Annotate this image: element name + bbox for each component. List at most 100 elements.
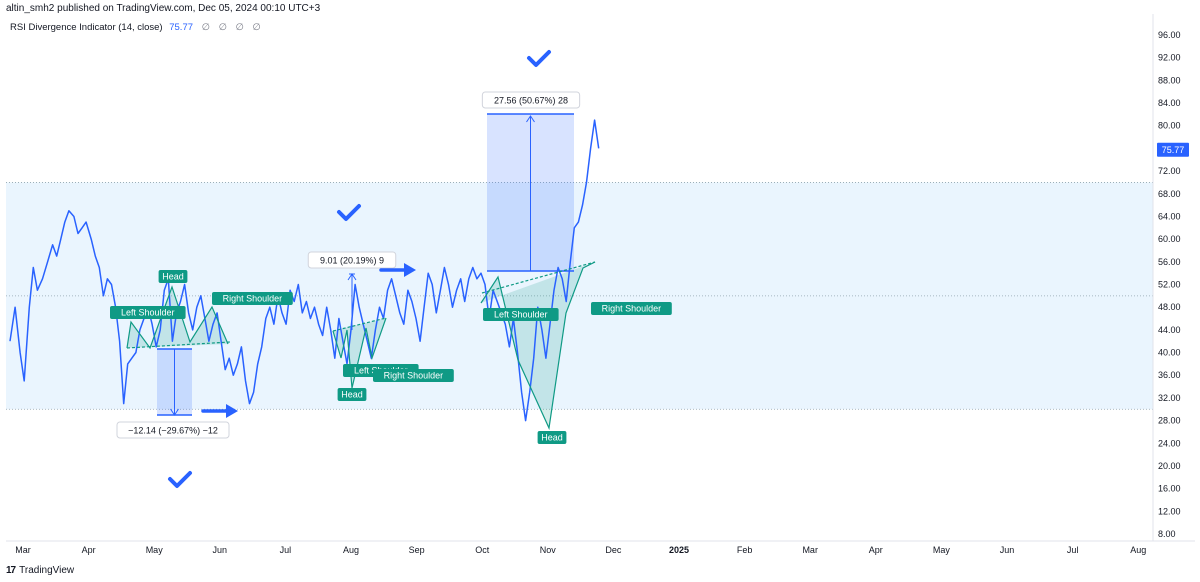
pattern-label-bg xyxy=(537,431,567,444)
x-tick-label: May xyxy=(933,545,951,555)
x-tick-label: Aug xyxy=(343,545,359,555)
y-tick-label: 28.00 xyxy=(1158,416,1181,426)
pattern-label-hd[interactable]: Head xyxy=(337,388,367,401)
indicator-placeholders: ∅ ∅ ∅ ∅ xyxy=(201,22,264,33)
x-tick-label: Jun xyxy=(1000,545,1015,555)
y-tick-label: 88.00 xyxy=(1158,75,1181,85)
indicator-legend[interactable]: RSI Divergence Indicator (14, close) 75.… xyxy=(10,22,264,33)
pattern-label-ls[interactable]: Left Shoulder xyxy=(483,308,559,321)
y-tick-label: 64.00 xyxy=(1158,211,1181,221)
neckline-2 xyxy=(481,261,596,294)
brand-text: TradingView xyxy=(19,565,75,576)
y-tick-label: 96.00 xyxy=(1158,30,1181,40)
x-tick-label: Sep xyxy=(409,545,425,555)
measure-label-0[interactable]: −12.14 (−29.67%) −12 xyxy=(116,421,230,439)
check-icon[interactable] xyxy=(168,471,192,488)
measure-label-2[interactable]: 27.56 (50.67%) 28 xyxy=(481,91,581,109)
measure-arrowhead-2 xyxy=(526,115,535,123)
pattern-fill-1 xyxy=(333,318,386,388)
pattern-label-hd[interactable]: Head xyxy=(158,270,188,283)
pattern-label-bg xyxy=(591,302,672,315)
arrow-right-icon-head xyxy=(226,404,238,418)
y-tick-label: 52.00 xyxy=(1158,280,1181,290)
pattern-label-rs[interactable]: Right Shoulder xyxy=(212,292,293,305)
price-axis[interactable]: 96.0092.0088.0084.0080.0076.0072.0068.00… xyxy=(1152,14,1189,541)
y-tick-label: 40.00 xyxy=(1158,348,1181,358)
x-tick-label: Aug xyxy=(1130,545,1146,555)
measure-arrowhead-1 xyxy=(347,273,357,281)
y-tick-label: 20.00 xyxy=(1158,461,1181,471)
y-tick-label: 44.00 xyxy=(1158,325,1181,335)
y-tick-label: 92.00 xyxy=(1158,53,1181,63)
x-tick-label: Feb xyxy=(737,545,753,555)
measure-label-1[interactable]: 9.01 (20.19%) 9 xyxy=(307,251,397,269)
x-tick-label: May xyxy=(146,545,164,555)
x-tick-label: Apr xyxy=(869,545,883,555)
pattern-label-text: Right Shoulder xyxy=(223,294,283,304)
pattern-lines xyxy=(126,261,596,431)
pattern-label-text: Head xyxy=(162,272,184,282)
measure-arrowhead-0 xyxy=(170,408,179,416)
pattern-label-text: Head xyxy=(341,390,363,400)
publisher-line: altin_smh2 published on TradingView.com,… xyxy=(6,3,321,14)
x-tick-label: Jun xyxy=(213,545,228,555)
pattern-fill-2 xyxy=(481,262,595,428)
indicator-value: 75.77 xyxy=(169,22,194,33)
y-tick-label: 36.00 xyxy=(1158,370,1181,380)
y-tick-label: 68.00 xyxy=(1158,189,1181,199)
last-value-label: 75.77 xyxy=(1162,145,1185,155)
pattern-label-text: Right Shoulder xyxy=(602,304,662,314)
pattern-label-bg xyxy=(110,306,186,319)
neckline-0 xyxy=(126,341,231,349)
x-tick-label: Apr xyxy=(82,545,96,555)
x-tick-label: Mar xyxy=(15,545,31,555)
pattern-label-text: Right Shoulder xyxy=(384,371,444,381)
pattern-label-rs[interactable]: Right Shoulder xyxy=(373,369,454,382)
y-tick-label: 12.00 xyxy=(1158,506,1181,516)
pattern-label-text: Head xyxy=(541,433,563,443)
measure-label-box xyxy=(307,251,397,269)
check-icon[interactable] xyxy=(337,204,361,221)
time-axis[interactable]: Mar Apr May Jun Jul Aug Sep Oct Nov Dec 2025 Feb Mar… xyxy=(6,540,1195,555)
neckline-1 xyxy=(332,317,387,332)
measure-label-text: −12.14 (−29.67%) −12 xyxy=(128,426,218,436)
last-value-badge xyxy=(1157,142,1189,157)
pattern-label-hd[interactable]: Head xyxy=(537,431,567,444)
y-tick-label: 32.00 xyxy=(1158,393,1181,403)
measure-label-box xyxy=(116,421,230,439)
y-tick-label: 24.00 xyxy=(1158,438,1181,448)
pattern-label-bg xyxy=(483,308,559,321)
x-tick-label: Jul xyxy=(1067,545,1079,555)
pattern-outline-2 xyxy=(480,261,596,431)
tradingview-logo-icon: 17 xyxy=(6,565,16,576)
pattern-labels[interactable]: Left Shoulder Head Right Shoulder Left Shou… xyxy=(110,270,672,444)
y-tick-label: 80.00 xyxy=(1158,121,1181,131)
pattern-label-ls[interactable]: Left Shoulder xyxy=(110,306,186,319)
x-tick-label: Dec xyxy=(605,545,622,555)
x-tick-label: Nov xyxy=(540,545,557,555)
y-tick-label: 8.00 xyxy=(1158,529,1176,539)
pattern-label-text: Left Shoulder xyxy=(494,310,548,320)
y-tick-label: 60.00 xyxy=(1158,234,1181,244)
y-tick-label: 56.00 xyxy=(1158,257,1181,267)
arrow-right-icon-head xyxy=(404,263,416,277)
y-tick-label: 16.00 xyxy=(1158,484,1181,494)
pattern-label-bg xyxy=(212,292,293,305)
x-tick-label: Jul xyxy=(280,545,292,555)
pattern-label-rs[interactable]: Right Shoulder xyxy=(591,302,672,315)
y-tick-label: 72.00 xyxy=(1158,166,1181,176)
pattern-label-bg xyxy=(158,270,188,283)
check-icon[interactable] xyxy=(527,50,551,67)
x-tick-label: Oct xyxy=(475,545,490,555)
pattern-outline-0 xyxy=(126,285,229,350)
measure-label-text: 27.56 (50.67%) 28 xyxy=(494,96,568,106)
y-tick-label: 48.00 xyxy=(1158,302,1181,312)
pattern-label-text: Left Shoulder xyxy=(121,308,175,318)
measure-label-text: 9.01 (20.19%) 9 xyxy=(320,256,384,266)
annotations[interactable] xyxy=(168,50,551,488)
indicator-name: RSI Divergence Indicator (14, close) xyxy=(10,22,163,33)
y-tick-label: 84.00 xyxy=(1158,98,1181,108)
measure-tools[interactable]: −12.14 (−29.67%) −12 9.01 (20.19%) 9 27.56… xyxy=(116,91,581,439)
tradingview-brand[interactable]: 17 TradingView xyxy=(6,565,74,576)
